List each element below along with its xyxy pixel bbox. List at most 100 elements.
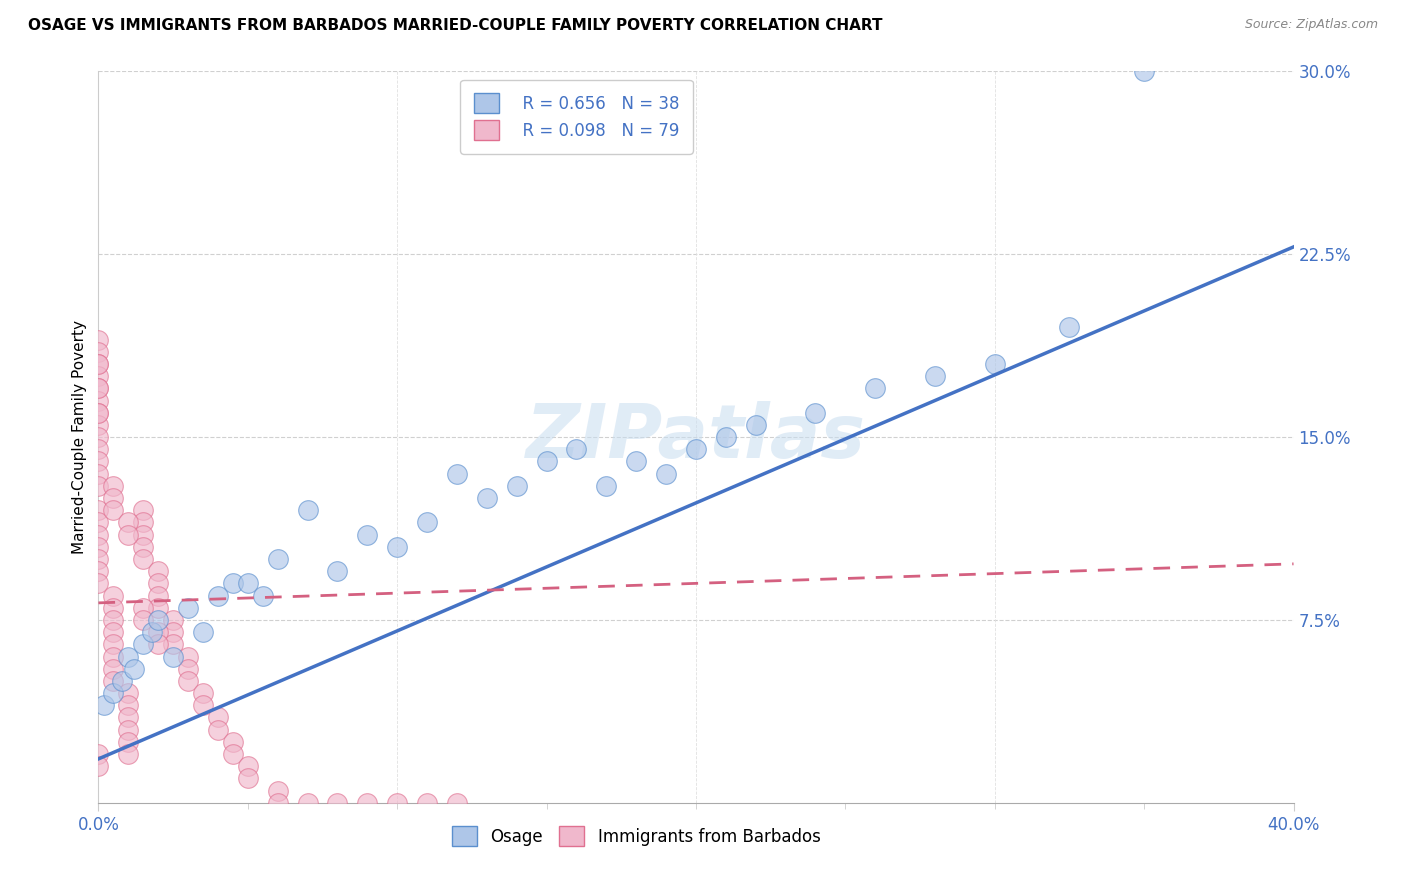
Point bbox=[87, 527, 110, 541]
Point bbox=[87, 467, 110, 481]
Point bbox=[103, 686, 125, 700]
Point bbox=[207, 589, 229, 603]
Point bbox=[132, 516, 155, 530]
Point bbox=[267, 783, 290, 797]
Point bbox=[87, 503, 110, 517]
Point bbox=[141, 625, 163, 640]
Point bbox=[162, 613, 184, 627]
Point bbox=[87, 759, 110, 773]
Point bbox=[124, 662, 146, 676]
Point bbox=[148, 589, 170, 603]
Point bbox=[87, 442, 110, 457]
Point bbox=[103, 613, 125, 627]
Point bbox=[103, 649, 125, 664]
Point bbox=[162, 637, 184, 651]
Point bbox=[595, 479, 617, 493]
Point bbox=[132, 503, 155, 517]
Point bbox=[177, 600, 200, 615]
Point bbox=[103, 503, 125, 517]
Point bbox=[162, 625, 184, 640]
Point bbox=[87, 369, 110, 384]
Point bbox=[87, 454, 110, 468]
Point bbox=[685, 442, 707, 457]
Point bbox=[87, 357, 110, 371]
Point bbox=[117, 735, 139, 749]
Point bbox=[236, 576, 259, 591]
Point bbox=[222, 747, 245, 761]
Point bbox=[297, 503, 319, 517]
Point bbox=[984, 357, 1007, 371]
Point bbox=[207, 710, 229, 724]
Point bbox=[87, 479, 110, 493]
Point bbox=[655, 467, 678, 481]
Point bbox=[222, 576, 245, 591]
Point bbox=[804, 406, 827, 420]
Point bbox=[745, 417, 768, 432]
Point bbox=[87, 344, 110, 359]
Point bbox=[132, 552, 155, 566]
Point bbox=[536, 454, 558, 468]
Point bbox=[385, 540, 409, 554]
Point bbox=[111, 673, 134, 688]
Text: OSAGE VS IMMIGRANTS FROM BARBADOS MARRIED-COUPLE FAMILY POVERTY CORRELATION CHAR: OSAGE VS IMMIGRANTS FROM BARBADOS MARRIE… bbox=[28, 18, 883, 33]
Point bbox=[87, 406, 110, 420]
Point bbox=[103, 673, 125, 688]
Point bbox=[117, 698, 139, 713]
Point bbox=[87, 576, 110, 591]
Legend: Osage, Immigrants from Barbados: Osage, Immigrants from Barbados bbox=[446, 820, 827, 853]
Point bbox=[714, 430, 737, 444]
Point bbox=[103, 625, 125, 640]
Point bbox=[924, 369, 946, 384]
Point bbox=[103, 662, 125, 676]
Point bbox=[416, 516, 439, 530]
Point bbox=[148, 576, 170, 591]
Point bbox=[103, 589, 125, 603]
Point bbox=[87, 406, 110, 420]
Point bbox=[87, 516, 110, 530]
Point bbox=[117, 723, 139, 737]
Point bbox=[132, 600, 155, 615]
Point bbox=[117, 747, 139, 761]
Point bbox=[132, 637, 155, 651]
Point bbox=[148, 564, 170, 578]
Point bbox=[356, 527, 378, 541]
Point bbox=[103, 600, 125, 615]
Point bbox=[191, 686, 214, 700]
Point bbox=[148, 600, 170, 615]
Point bbox=[132, 540, 155, 554]
Point bbox=[446, 467, 468, 481]
Point bbox=[132, 613, 155, 627]
Point bbox=[103, 491, 125, 505]
Point bbox=[475, 491, 498, 505]
Point bbox=[87, 540, 110, 554]
Point bbox=[93, 698, 115, 713]
Text: ZIPatlas: ZIPatlas bbox=[526, 401, 866, 474]
Point bbox=[87, 393, 110, 408]
Point bbox=[207, 723, 229, 737]
Point bbox=[177, 649, 200, 664]
Point bbox=[87, 333, 110, 347]
Point bbox=[117, 710, 139, 724]
Point bbox=[87, 430, 110, 444]
Point bbox=[385, 796, 409, 810]
Point bbox=[87, 381, 110, 395]
Text: Source: ZipAtlas.com: Source: ZipAtlas.com bbox=[1244, 18, 1378, 31]
Y-axis label: Married-Couple Family Poverty: Married-Couple Family Poverty bbox=[72, 320, 87, 554]
Point bbox=[87, 747, 110, 761]
Point bbox=[267, 796, 290, 810]
Point bbox=[236, 772, 259, 786]
Point bbox=[177, 673, 200, 688]
Point bbox=[626, 454, 648, 468]
Point bbox=[132, 527, 155, 541]
Point bbox=[252, 589, 274, 603]
Point bbox=[865, 381, 887, 395]
Point bbox=[103, 479, 125, 493]
Point bbox=[326, 564, 349, 578]
Point bbox=[356, 796, 378, 810]
Point bbox=[297, 796, 319, 810]
Point bbox=[446, 796, 468, 810]
Point bbox=[222, 735, 245, 749]
Point bbox=[87, 564, 110, 578]
Point bbox=[103, 637, 125, 651]
Point bbox=[416, 796, 439, 810]
